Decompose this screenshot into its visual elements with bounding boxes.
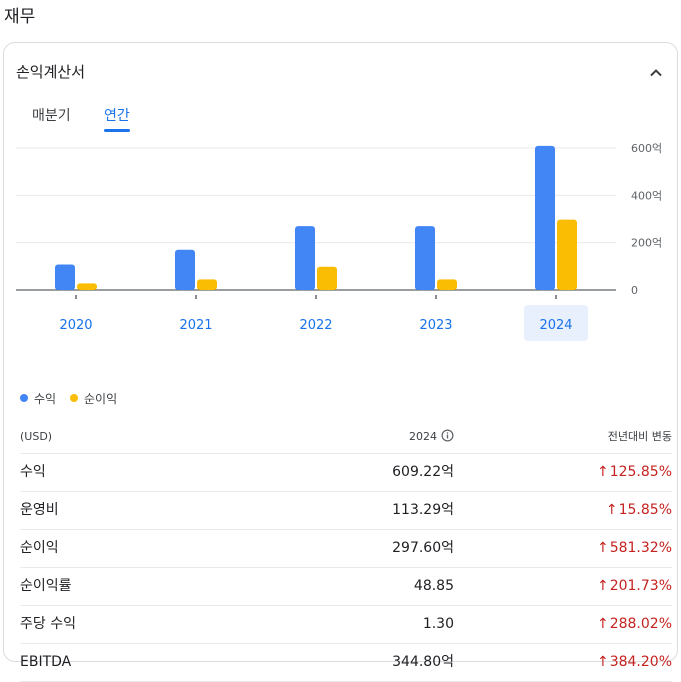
year-header-label: 2024 [409,430,437,443]
tab-quarterly-label: 매분기 [32,108,71,124]
table-row: 운영비 113.29억 ↑15.85% [20,492,672,530]
currency-label: (USD) [20,430,53,443]
arrow-up-icon: ↑ [596,540,609,556]
arrow-up-icon: ↑ [596,654,609,670]
row-label: 주당 수익 [20,616,76,632]
arrow-up-icon: ↑ [596,616,609,632]
x-category-label[interactable]: 2020 [59,318,92,333]
bar-revenue[interactable] [535,145,555,290]
x-category-label[interactable]: 2022 [299,318,332,333]
row-change-value: 15.85% [618,502,672,518]
x-category-label[interactable]: 2024 [539,318,572,333]
chevron-up-icon [650,69,662,77]
row-change-value: 288.02% [609,616,672,632]
bar-revenue[interactable] [175,249,195,290]
bar-net-income[interactable] [77,283,97,290]
active-tab-indicator [104,129,130,132]
info-icon[interactable] [441,429,454,442]
row-change-value: 201.73% [609,578,672,594]
bar-net-income[interactable] [557,219,577,290]
legend-dot-revenue [20,394,28,402]
table-row: EBITDA 344.80억 ↑384.20% [20,644,672,682]
revenue-net-income-chart: 0 200억 400억 600억 2020 2021 2022 2023 2024 [16,142,662,341]
row-label: 수익 [20,464,46,480]
row-value: 297.60억 [392,540,454,556]
x-category-label[interactable]: 2021 [179,318,212,333]
row-change: ↑15.85% [606,492,672,529]
bar-revenue[interactable] [295,226,315,290]
bar-revenue[interactable] [55,264,75,290]
table-row: 수익 609.22억 ↑125.85% [20,454,672,492]
year-header: 2024 [409,423,454,451]
page-title: 재무 [4,7,36,27]
x-category-label[interactable]: 2023 [419,318,452,333]
change-header: 전년대비 변동 [607,430,672,443]
row-change: ↑384.20% [597,644,672,681]
legend-dot-net-income [70,394,78,402]
row-change: ↑125.85% [597,454,672,491]
y-tick-label: 0 [631,284,638,297]
legend-item-revenue: 수익 [20,390,56,407]
row-value: 609.22억 [392,464,454,480]
row-change: ↑581.32% [597,530,672,567]
bar-net-income[interactable] [317,266,337,290]
row-change: ↑201.73% [597,568,672,605]
bar-net-income[interactable] [437,279,457,290]
arrow-up-icon: ↑ [596,578,609,594]
row-label: 운영비 [20,502,59,518]
row-label: 순이익 [20,540,59,556]
tab-annual[interactable]: 연간 [104,105,130,132]
table-row: 순이익 297.60억 ↑581.32% [20,530,672,568]
selected-year-highlight [524,305,588,341]
arrow-up-icon: ↑ [596,464,609,480]
bar-revenue[interactable] [415,226,435,290]
card-title: 손익계산서 [16,63,86,81]
row-value: 344.80억 [392,654,454,670]
row-change-value: 384.20% [609,654,672,670]
row-change: ↑288.02% [597,606,672,643]
arrow-up-icon: ↑ [605,502,618,518]
table-header: (USD) 2024 전년대비 변동 [20,423,672,454]
table-row: 주당 수익 1.30 ↑288.02% [20,606,672,644]
row-value: 1.30 [422,616,454,632]
y-tick-label: 600억 [631,142,662,155]
table-body: 수익 609.22억 ↑125.85% 운영비 113.29억 ↑15.85% 순이익 297… [20,454,672,682]
legend-label-revenue: 수익 [34,392,57,406]
tab-quarterly[interactable]: 매분기 [32,105,71,125]
legend-label-net-income: 순이익 [84,392,118,406]
table-row: 순이익률 48.85 ↑201.73% [20,568,672,606]
row-label: EBITDA [20,654,72,670]
y-tick-label: 200억 [631,237,662,250]
row-change-value: 125.85% [609,464,672,480]
y-tick-label: 400억 [631,189,662,202]
tab-annual-label: 연간 [104,108,130,124]
collapse-button[interactable] [644,61,668,85]
legend-item-net-income: 순이익 [70,390,117,407]
row-value: 48.85 [413,578,454,594]
row-change-value: 581.32% [609,540,672,556]
bar-net-income[interactable] [197,279,217,290]
row-label: 순이익률 [20,578,72,594]
income-statement-card: 손익계산서 매분기 연간 0 200억 400억 600억 2020 2021 2022 20… [3,42,678,682]
financial-table: (USD) 2024 전년대비 변동 수익 609.22억 ↑125.85% 운영비 1… [20,423,672,682]
row-value: 113.29억 [392,502,454,518]
